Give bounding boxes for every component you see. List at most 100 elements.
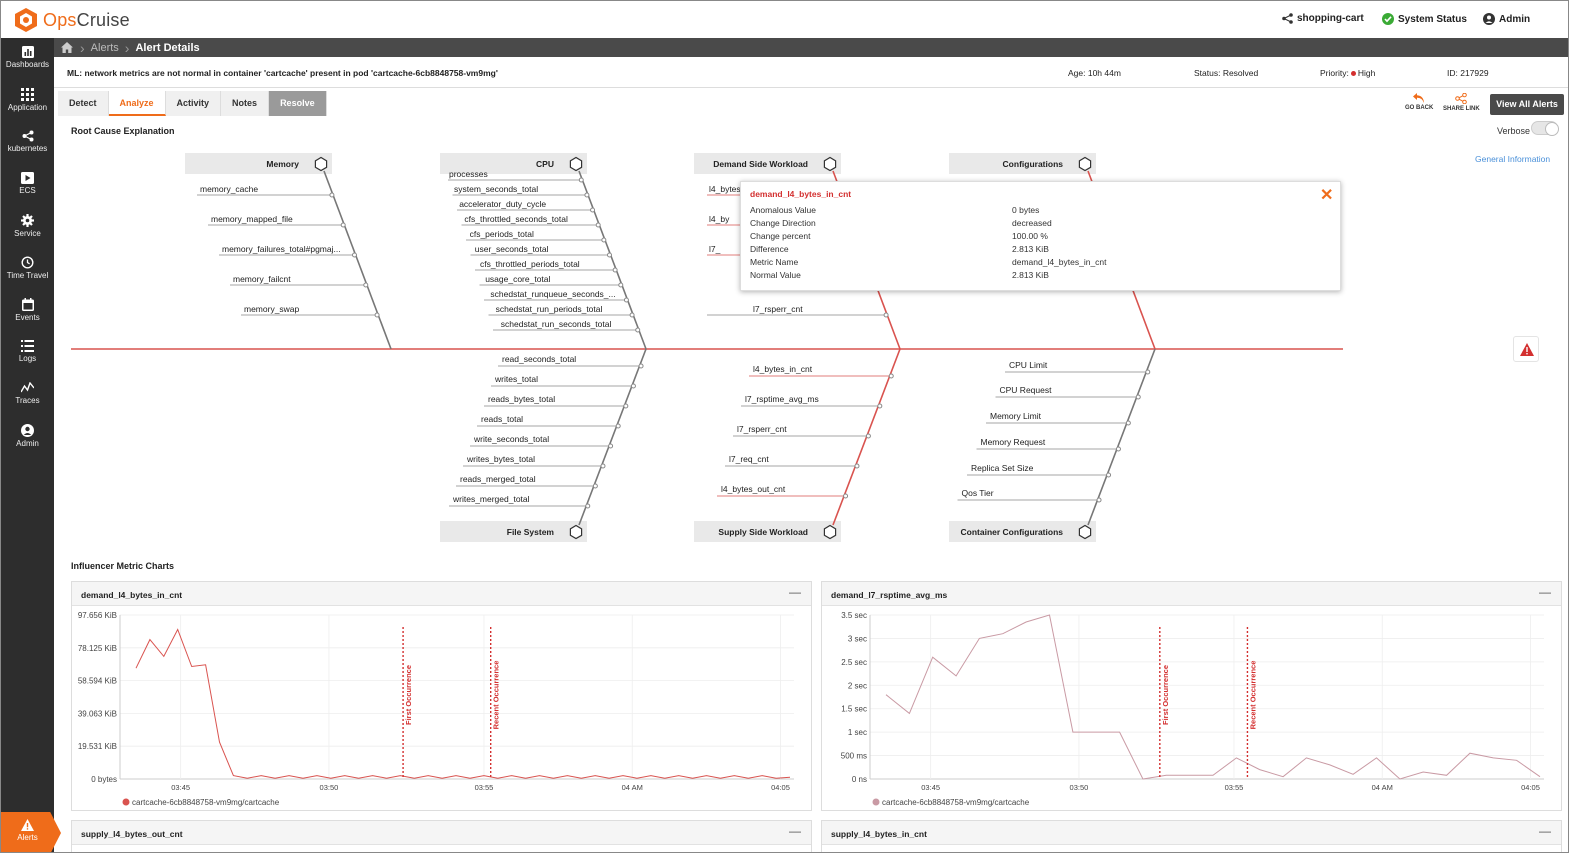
- sidebar-item-ecs[interactable]: ECS: [1, 166, 54, 208]
- y-tick-label: 1 sec: [848, 728, 867, 737]
- chart-panel-supply-l4-out: supply_l4_bytes_out_cnt —: [71, 820, 812, 852]
- verbose-toggle[interactable]: [1531, 121, 1559, 136]
- sidebar-label: ECS: [19, 186, 36, 195]
- sidebar-item-admin[interactable]: Admin: [1, 418, 54, 460]
- fishbone-bone: [323, 170, 392, 350]
- fishbone-node: [329, 192, 335, 198]
- popup-value: decreased: [1012, 218, 1052, 228]
- go-back-button[interactable]: GO BACK: [1405, 93, 1433, 111]
- chart-panel-header: demand_l7_rsptime_avg_ms —: [822, 582, 1561, 606]
- fishbone-category-label: Container Configurations: [961, 527, 1064, 537]
- alert-id: ID: 217929: [1447, 68, 1489, 78]
- sidebar-item-kubernetes[interactable]: kubernetes: [1, 124, 54, 166]
- fishbone-node: [612, 267, 618, 273]
- chart-panel-header: supply_l4_bytes_in_cnt —: [822, 821, 1561, 845]
- fishbone-item-label: processes: [449, 169, 488, 179]
- general-information-link[interactable]: General Information: [1475, 154, 1551, 164]
- tab-activity[interactable]: Activity: [165, 91, 222, 116]
- legend-label: cartcache-6cb8848758-vm9mg/cartcache: [882, 798, 1030, 807]
- legend-label: cartcache-6cb8848758-vm9mg/cartcache: [132, 798, 280, 807]
- x-tick-label: 03:50: [1070, 783, 1089, 792]
- y-tick-label: 3 sec: [848, 634, 867, 643]
- y-tick-label: 2 sec: [848, 681, 867, 690]
- popup-row: Change percent 100.00 %: [750, 231, 1330, 241]
- user-menu[interactable]: Admin: [1483, 13, 1530, 25]
- fishbone-item-label: memory_mapped_file: [211, 214, 293, 224]
- warning-icon: [1520, 343, 1534, 356]
- fishbone-bone: [1087, 348, 1156, 526]
- app-selector[interactable]: shopping-cart: [1282, 13, 1364, 24]
- occurrence-label: First Occurrence: [1161, 665, 1170, 725]
- breadcrumb-alerts-link[interactable]: Alerts: [90, 41, 119, 54]
- grid-icon: [21, 88, 34, 101]
- fishbone-category-box: [949, 521, 1096, 542]
- fishbone-item-label: cfs_periods_total: [470, 229, 534, 239]
- alert-priority: Priority: High: [1320, 68, 1375, 78]
- home-icon[interactable]: [60, 42, 74, 53]
- logo-text-suffix: Cruise: [76, 9, 130, 30]
- sidebar-item-events[interactable]: Events: [1, 292, 54, 334]
- tab-resolve[interactable]: Resolve: [269, 91, 327, 116]
- y-tick-label: 19.531 KiB: [78, 742, 117, 751]
- sidebar-item-traces[interactable]: Traces: [1, 376, 54, 418]
- chart-title: supply_l4_bytes_in_cnt: [831, 829, 927, 839]
- hexagon-icon: [569, 156, 583, 172]
- sidebar-label: kubernetes: [7, 144, 48, 153]
- tab-notes[interactable]: Notes: [221, 91, 270, 116]
- fishbone-node: [592, 483, 598, 489]
- fishbone-category-box: [949, 153, 1096, 174]
- chart-panel-header: demand_l4_bytes_in_cnt —: [72, 582, 811, 606]
- sidebar-item-service[interactable]: Service: [1, 208, 54, 250]
- calendar-icon: [21, 298, 34, 311]
- warning-button[interactable]: [1513, 336, 1539, 362]
- minimize-icon[interactable]: —: [1539, 585, 1551, 599]
- close-icon[interactable]: ✕: [1320, 187, 1334, 204]
- popup-key: Metric Name: [750, 257, 799, 267]
- breadcrumb: › Alerts › Alert Details: [54, 38, 1568, 57]
- minimize-icon[interactable]: —: [1539, 824, 1551, 838]
- fishbone-item-label: memory_failures_total#pgmaj...: [222, 244, 341, 254]
- minimize-icon[interactable]: —: [789, 824, 801, 838]
- fishbone-item-label: accelerator_duty_cycle: [459, 199, 546, 209]
- fishbone-node: [1106, 472, 1112, 478]
- fishbone-node: [1135, 394, 1141, 400]
- share-link-button[interactable]: SHARE LINK: [1443, 92, 1480, 112]
- share-link-icon: [1455, 92, 1468, 105]
- tab-detect[interactable]: Detect: [58, 91, 109, 116]
- minimize-icon[interactable]: —: [789, 585, 801, 599]
- fishbone-item-label: cfs_throttled_seconds_total: [464, 214, 568, 224]
- fishbone-item-label: l4_bytes_out_cnt: [721, 484, 786, 494]
- sidebar-item-time-travel[interactable]: Time Travel: [1, 250, 54, 292]
- opscruise-logo[interactable]: OpsCruise: [13, 7, 130, 33]
- sidebar-item-logs[interactable]: Logs: [1, 334, 54, 376]
- fishbone-node: [363, 282, 369, 288]
- alert-icon: [21, 819, 34, 831]
- system-status[interactable]: System Status: [1382, 13, 1467, 25]
- tab-analyze[interactable]: Analyze: [108, 91, 166, 116]
- sidebar-item-alerts[interactable]: Alerts: [1, 812, 61, 852]
- popup-key: Change percent: [750, 231, 811, 241]
- occurrence-label: Recent Occurrence: [1248, 661, 1257, 730]
- popup-key: Normal Value: [750, 270, 801, 280]
- fishbone-node: [629, 312, 635, 318]
- chart-title: supply_l4_bytes_out_cnt: [81, 829, 183, 839]
- alert-priority-value: High: [1357, 68, 1376, 78]
- view-all-alerts-button[interactable]: View All Alerts: [1490, 94, 1564, 115]
- popup-value: demand_l4_bytes_in_cnt: [1012, 257, 1107, 267]
- x-tick-label: 03:55: [475, 783, 494, 792]
- fishbone-node: [623, 297, 629, 303]
- fishbone-category-box: [694, 521, 841, 542]
- fishbone-item-label: read_seconds_total: [502, 354, 576, 364]
- hexagon-icon: [314, 156, 328, 172]
- fishbone-item-label: l7_rsptime_avg_ms: [745, 394, 819, 404]
- share-nodes-icon: [1282, 13, 1293, 24]
- sidebar-item-dashboards[interactable]: Dashboards: [1, 40, 54, 82]
- fishbone-item-label: memory_failcnt: [233, 274, 291, 284]
- fishbone-item-label: l4_bytes_in_cnt: [753, 364, 813, 374]
- fishbone-node: [585, 503, 591, 509]
- y-tick-label: 0 ns: [852, 775, 867, 784]
- sidebar-item-application[interactable]: Application: [1, 82, 54, 124]
- chart-panel-demand-l7: demand_l7_rsptime_avg_ms — 3.5 sec 3 sec 2…: [821, 581, 1562, 811]
- fishbone-node: [608, 443, 614, 449]
- breadcrumb-separator: ›: [80, 39, 85, 56]
